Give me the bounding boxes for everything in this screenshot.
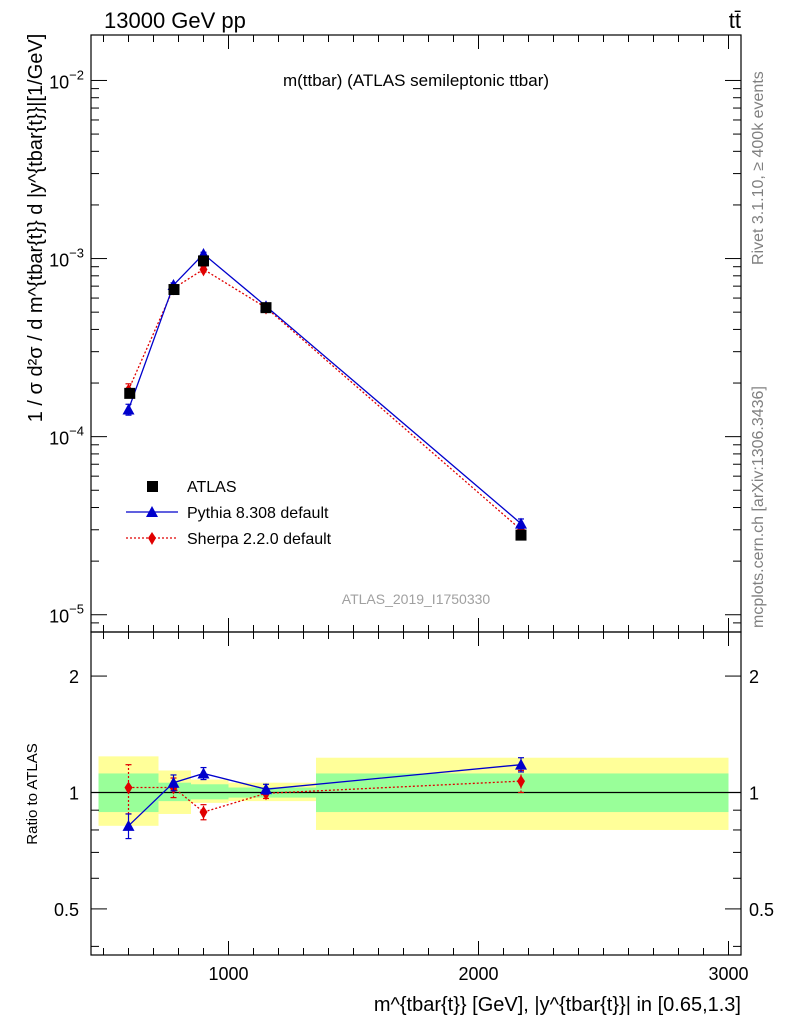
ratio-x-ticks: 1000 2000 3000 — [103, 632, 749, 984]
data-point — [197, 767, 210, 779]
ratio-series — [122, 757, 527, 840]
data-point — [517, 775, 525, 789]
series-line — [128, 780, 522, 813]
y-tick-label: 10−5 — [49, 602, 84, 627]
x-tick-label: 3000 — [708, 964, 748, 984]
main-y-major-ticks: 10−5 10−4 10−3 10−2 — [49, 67, 741, 627]
stat-uncertainty-band — [191, 784, 229, 800]
legend-sherpa-marker — [148, 532, 156, 545]
y-tick-label: 10−2 — [49, 67, 84, 92]
data-point — [124, 387, 136, 399]
ratio-uncertainty-bands — [98, 756, 729, 830]
analysis-watermark: ATLAS_2019_I1750330 — [342, 591, 491, 607]
main-title: m(ttbar) (ATLAS semileptonic ttbar) — [283, 71, 549, 90]
data-point — [168, 284, 180, 296]
data-point — [515, 758, 527, 770]
y-tick-label: 10−4 — [49, 424, 84, 449]
mcplots-label: mcplots.cern.ch [arXiv:1306.3436] — [750, 386, 767, 628]
legend-pythia-marker — [146, 506, 158, 517]
data-point — [198, 255, 209, 267]
data-point — [199, 806, 208, 820]
main-x-ticks — [103, 35, 729, 632]
y-tick-label: 1 — [69, 783, 79, 803]
y-tick-label: 2 — [69, 667, 79, 687]
legend: ATLAS Pythia 8.308 default Sherpa 2.2.0 … — [126, 479, 332, 548]
series-line — [127, 268, 522, 531]
data-point — [124, 781, 133, 795]
data-point — [167, 776, 180, 788]
main-series — [122, 248, 527, 541]
legend-atlas-label: ATLAS — [187, 479, 237, 496]
y-tick-label: 2 — [749, 667, 759, 687]
ratio-y-ticks: 0.5 0.5 1 1 2 2 — [54, 667, 774, 947]
x-tick-label: 1000 — [208, 964, 248, 984]
legend-sherpa-label: Sherpa 2.2.0 default — [187, 531, 332, 548]
data-point — [260, 783, 272, 795]
data-point — [260, 302, 272, 314]
y-tick-label: 10−3 — [49, 246, 84, 271]
header-left: 13000 GeV pp — [104, 8, 246, 33]
data-point — [515, 529, 527, 541]
data-point — [515, 517, 527, 529]
rivet-version-label: Rivet 3.1.10, ≥ 400k events — [750, 71, 767, 265]
x-tick-label: 2000 — [458, 964, 498, 984]
ratio-panel: 0.5 0.5 1 1 2 2 1000 2000 3000 Ratio to ATLAS m… — [24, 631, 774, 1016]
main-y-minor-ticks — [91, 88, 741, 633]
data-point — [122, 819, 135, 831]
legend-atlas-marker — [147, 481, 158, 492]
x-axis-label: m^{tbar{t}} [GeV], |y^{tbar{t}}| in [0.6… — [374, 994, 741, 1016]
header-right: tt̄ — [729, 8, 741, 33]
y-tick-label: 0.5 — [54, 900, 79, 920]
main-panel: 10−5 10−4 10−3 10−2 m(ttbar) (ATLAS semilep… — [25, 34, 742, 633]
y-tick-label: 0.5 — [749, 900, 774, 920]
main-y-axis-label: 1 / σ d²σ / d m^{tbar{t}} d |y^{tbar{t}}… — [25, 34, 47, 423]
legend-pythia-label: Pythia 8.308 default — [187, 505, 329, 522]
ratio-y-axis-label: Ratio to ATLAS — [24, 743, 41, 844]
ratio-frame — [90, 631, 742, 956]
y-tick-label: 1 — [749, 783, 759, 803]
data-point — [199, 263, 208, 277]
data-point — [122, 403, 135, 415]
